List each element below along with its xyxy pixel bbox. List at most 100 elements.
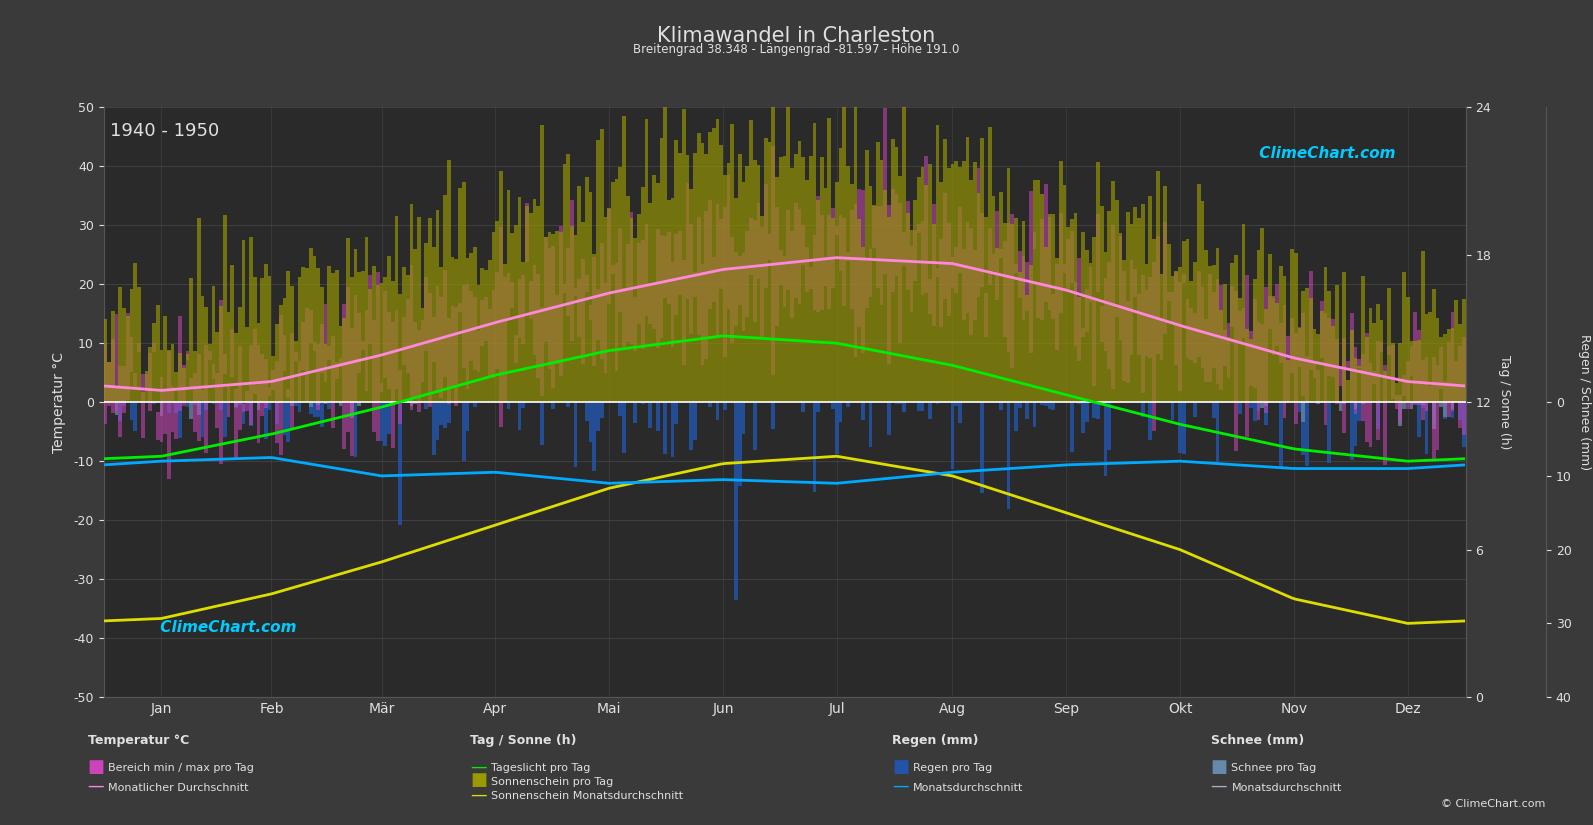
Bar xyxy=(1276,285,1279,346)
Bar xyxy=(992,196,996,403)
Bar xyxy=(1141,403,1145,417)
Bar xyxy=(137,287,140,403)
Bar xyxy=(1018,272,1021,403)
Bar xyxy=(1462,299,1466,403)
Bar xyxy=(443,195,448,403)
Bar xyxy=(663,236,667,298)
Bar xyxy=(1301,403,1305,422)
Bar xyxy=(1040,195,1043,403)
Bar xyxy=(1204,250,1207,403)
Bar xyxy=(626,244,629,342)
Bar xyxy=(1418,403,1421,437)
Bar xyxy=(1129,260,1134,356)
Bar xyxy=(1026,262,1029,311)
Bar xyxy=(765,184,768,288)
Bar xyxy=(1134,207,1137,403)
Bar xyxy=(1171,276,1174,403)
Bar xyxy=(868,403,873,447)
Bar xyxy=(1082,328,1085,337)
Bar xyxy=(526,205,529,403)
Bar xyxy=(198,403,201,415)
Bar xyxy=(476,331,481,372)
Bar xyxy=(1440,347,1443,389)
Bar xyxy=(1152,262,1157,431)
Bar xyxy=(843,218,846,306)
Bar xyxy=(940,182,943,403)
Bar xyxy=(320,287,323,403)
Bar xyxy=(898,403,902,404)
Bar xyxy=(1088,262,1093,403)
Bar xyxy=(1032,403,1037,427)
Bar xyxy=(354,403,357,457)
Bar xyxy=(204,345,209,454)
Bar xyxy=(182,369,186,403)
Bar xyxy=(746,231,749,317)
Bar xyxy=(988,127,992,403)
Bar xyxy=(1190,280,1193,403)
Bar xyxy=(696,133,701,403)
Bar xyxy=(487,309,492,378)
Bar xyxy=(1424,356,1429,411)
Bar xyxy=(601,243,604,359)
Bar xyxy=(551,403,554,409)
Bar xyxy=(771,146,776,375)
Bar xyxy=(1360,276,1365,403)
Bar xyxy=(1309,271,1313,370)
Bar xyxy=(1432,357,1435,460)
Bar xyxy=(282,403,287,435)
Bar xyxy=(129,337,134,372)
Bar xyxy=(707,200,712,309)
Bar xyxy=(159,403,162,417)
Bar xyxy=(873,205,876,403)
Bar xyxy=(459,188,462,403)
Bar xyxy=(723,403,726,410)
Bar xyxy=(601,403,604,418)
Bar xyxy=(1074,282,1077,346)
Bar xyxy=(1282,305,1287,418)
Bar xyxy=(1399,395,1402,422)
Bar xyxy=(731,238,734,342)
Bar xyxy=(1301,403,1305,455)
Bar xyxy=(604,283,607,373)
Bar xyxy=(417,330,421,412)
Bar xyxy=(1354,403,1357,446)
Bar xyxy=(518,403,521,430)
Bar xyxy=(454,307,459,407)
Bar xyxy=(331,337,335,428)
Bar xyxy=(1388,346,1391,355)
Bar xyxy=(674,140,679,403)
Bar xyxy=(1059,161,1063,403)
Bar xyxy=(566,403,570,407)
Bar xyxy=(820,158,824,403)
Bar xyxy=(1271,298,1276,355)
Bar xyxy=(543,238,548,403)
Bar xyxy=(1451,312,1454,411)
Bar xyxy=(350,277,354,403)
Bar xyxy=(1037,180,1040,403)
Bar xyxy=(1249,339,1252,403)
Bar xyxy=(220,306,223,403)
Bar xyxy=(902,403,906,412)
Bar xyxy=(215,332,220,403)
Bar xyxy=(857,189,862,327)
Bar xyxy=(193,403,198,405)
Bar xyxy=(301,322,304,370)
Bar xyxy=(271,370,276,389)
Bar xyxy=(298,403,301,412)
Bar xyxy=(1085,403,1088,422)
Bar xyxy=(838,403,843,422)
Bar xyxy=(448,161,451,403)
Bar xyxy=(532,200,537,403)
Bar xyxy=(1171,292,1174,323)
Bar xyxy=(282,298,287,403)
Bar xyxy=(417,217,421,403)
Bar xyxy=(846,166,849,403)
Bar xyxy=(957,403,962,423)
Bar xyxy=(816,403,820,412)
Bar xyxy=(566,154,570,403)
Bar xyxy=(1327,318,1332,375)
Bar xyxy=(1391,343,1394,403)
Bar xyxy=(123,308,126,403)
Bar xyxy=(854,204,857,357)
Bar xyxy=(421,320,424,382)
